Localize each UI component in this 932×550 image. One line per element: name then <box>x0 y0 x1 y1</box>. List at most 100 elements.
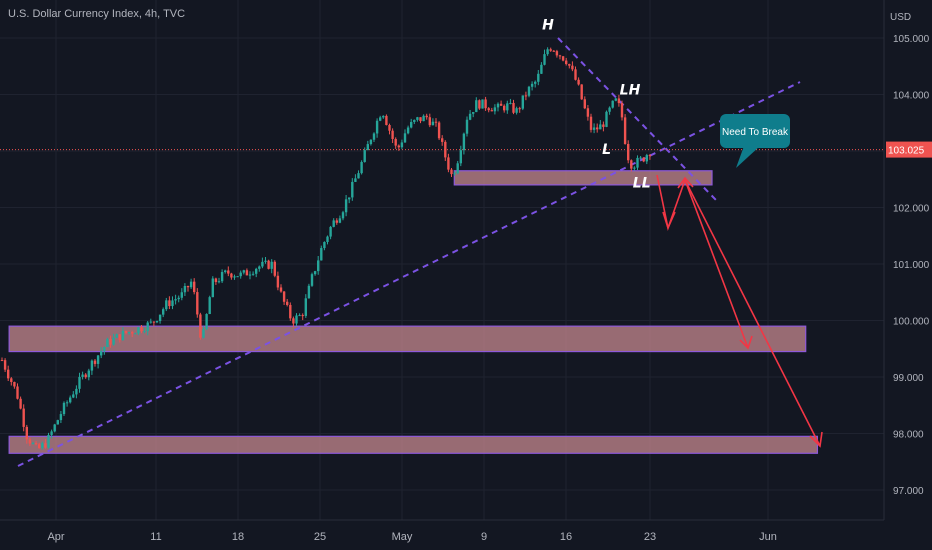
arrowhead-a1 <box>662 211 676 231</box>
candle-body <box>152 321 156 323</box>
candle-body <box>295 315 298 324</box>
x-tick-label: May <box>392 531 413 543</box>
candle-body <box>611 100 614 108</box>
candle-body <box>363 150 366 162</box>
candle-body <box>506 103 509 111</box>
candle-body <box>186 285 190 288</box>
candle-body <box>462 133 466 151</box>
candle-body <box>425 115 428 118</box>
candle-body <box>434 121 438 123</box>
candle-body <box>19 398 22 409</box>
candle-body <box>103 346 106 352</box>
y-tick-label: 105.000 <box>893 34 930 45</box>
candle-body <box>279 287 283 292</box>
candle-body <box>326 236 329 243</box>
x-tick-label: 18 <box>232 531 244 543</box>
candle-body <box>478 100 481 109</box>
arrowhead-a3 <box>739 335 753 350</box>
candle-body <box>273 261 276 276</box>
candle-body <box>158 314 162 321</box>
candle-body <box>28 439 32 444</box>
candle-body <box>558 55 562 57</box>
candle-body <box>0 360 4 362</box>
x-tick-label: 25 <box>314 531 326 543</box>
candle-body <box>599 124 602 130</box>
candle-body <box>524 95 528 97</box>
candle-body <box>413 119 416 122</box>
candle-body <box>636 157 639 168</box>
candle-body <box>447 157 450 170</box>
candle-body <box>137 327 140 334</box>
candle-body <box>406 127 410 134</box>
candle-body <box>496 103 500 108</box>
candle-body <box>112 337 115 345</box>
candle-body <box>38 444 41 449</box>
candle-body <box>168 300 171 307</box>
candle-body <box>561 56 565 61</box>
candle-body <box>317 260 320 272</box>
candle-body <box>527 86 531 96</box>
candle-body <box>589 116 593 130</box>
candle-body <box>391 130 394 139</box>
candle-body <box>220 272 224 282</box>
candle-body <box>592 127 596 130</box>
candle-body <box>602 124 605 127</box>
candle-body <box>422 115 425 122</box>
candle-body <box>437 122 441 139</box>
candle-body <box>540 64 543 74</box>
candle-body <box>75 388 78 395</box>
candle-body <box>583 99 586 109</box>
candle-body <box>521 95 524 109</box>
y-tick-label: 100.000 <box>893 317 930 328</box>
y-tick-label: 104.000 <box>893 91 930 102</box>
candle-body <box>338 218 342 223</box>
candle-body <box>100 351 103 356</box>
candle-body <box>239 272 242 277</box>
projection-arrow-a <box>656 174 749 349</box>
candle-body <box>484 99 487 109</box>
last-price-label: 103.025 <box>888 146 925 157</box>
candle-body <box>403 133 407 143</box>
candle-body <box>301 315 304 317</box>
candle-body <box>44 443 47 448</box>
candles <box>0 47 652 450</box>
candle-body <box>217 281 221 283</box>
candle-body <box>264 260 267 262</box>
candle-body <box>292 318 295 324</box>
candle-body <box>118 334 121 341</box>
candle-body <box>289 304 292 319</box>
candle-body <box>577 79 580 85</box>
candle-body <box>431 121 435 126</box>
candle-body <box>605 111 608 127</box>
candle-body <box>385 115 388 125</box>
candle-body <box>596 127 599 130</box>
candle-body <box>96 355 100 364</box>
candle-body <box>180 292 183 298</box>
annotation-label: L <box>602 142 611 158</box>
x-tick-label: Apr <box>47 531 64 543</box>
x-tick-label: 23 <box>644 531 656 543</box>
candle-body <box>248 274 252 276</box>
candle-body <box>267 260 270 269</box>
candle-body <box>351 181 354 198</box>
candle-body <box>307 285 311 299</box>
candle-body <box>555 51 559 56</box>
candle-body <box>397 145 400 148</box>
candle-body <box>199 314 202 338</box>
candle-body <box>13 381 16 387</box>
arrowhead-a2 <box>677 176 694 189</box>
candle-body <box>459 150 462 164</box>
candle-body <box>329 226 332 237</box>
arrowhead-b1 <box>809 431 823 448</box>
candle-body <box>84 374 87 378</box>
candle-body <box>255 268 258 274</box>
candle-body <box>236 276 239 278</box>
candle-body <box>574 69 577 80</box>
candle-body <box>419 117 422 122</box>
candle-body <box>348 197 351 200</box>
candle-body <box>131 332 134 334</box>
candle-body <box>639 157 642 159</box>
candle-body <box>109 338 112 345</box>
candle-body <box>34 443 38 445</box>
